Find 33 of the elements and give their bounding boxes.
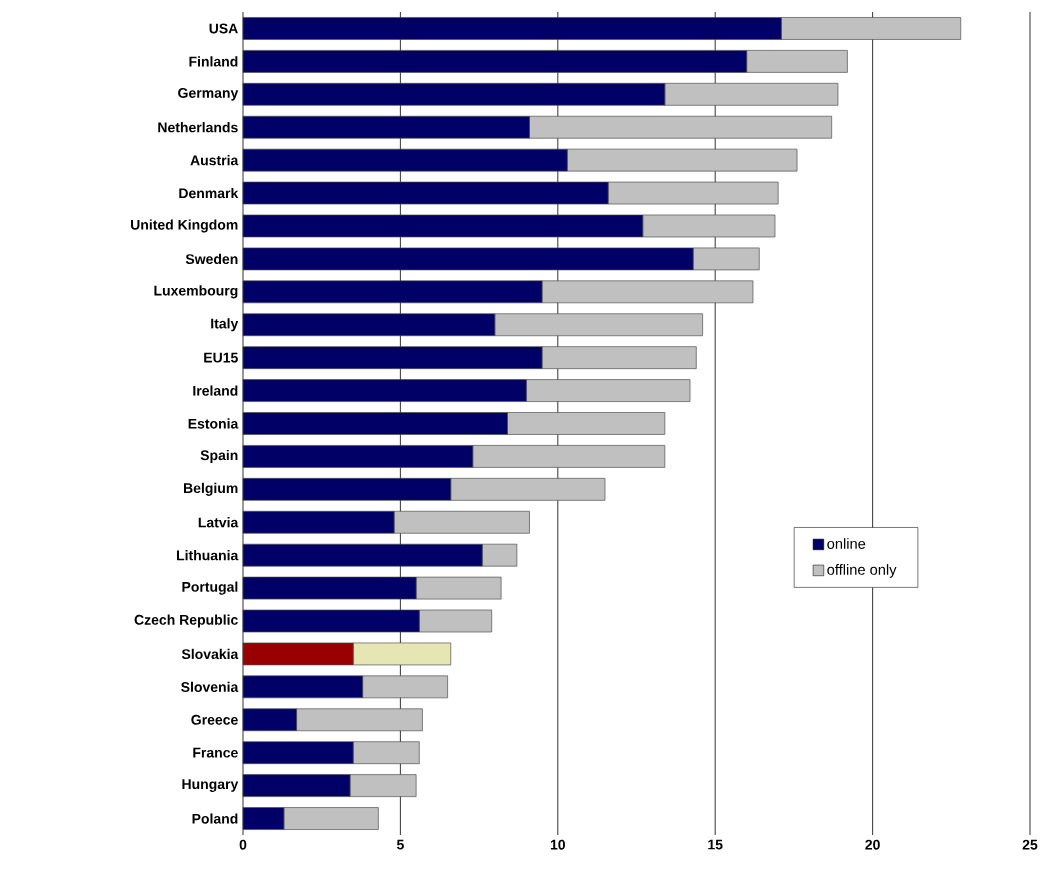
- y-tick-label: Belgium: [184, 482, 238, 496]
- y-tick-label: Latvia: [198, 517, 239, 528]
- legend-label: online: [827, 538, 866, 549]
- y-tick-label: Slovenia: [181, 681, 239, 693]
- y-tick-label: Hungary: [182, 779, 239, 792]
- x-tick-label: 20: [865, 839, 880, 850]
- y-tick-label: Luxembourg: [154, 285, 238, 299]
- y-tick-label: Lithuania: [177, 550, 239, 561]
- legend-label: offline only: [827, 564, 897, 578]
- y-tick-label: Sweden: [185, 253, 238, 265]
- x-tick-label: 0: [239, 839, 247, 850]
- y-tick-label: Spain: [200, 449, 238, 463]
- y-tick-label: Portugal: [182, 581, 238, 595]
- y-tick-label: France: [193, 747, 238, 758]
- y-tick-label: EU15: [204, 352, 238, 363]
- y-tick-label: Italy: [211, 318, 239, 332]
- y-tick-label: Slovakia: [181, 648, 239, 660]
- y-tick-label: Estonia: [188, 418, 239, 429]
- x-tick-label: 5: [396, 839, 404, 850]
- y-tick-label: Finland: [189, 56, 238, 67]
- y-tick-label: Germany: [178, 87, 239, 101]
- y-tick-label: Poland: [192, 813, 238, 824]
- y-tick-label: USA: [209, 23, 238, 34]
- y-tick-label: United Kingdom: [131, 219, 238, 233]
- y-tick-label: Netherlands: [158, 122, 238, 133]
- y-tick-label: Ireland: [193, 385, 238, 396]
- y-tick-label: Greece: [191, 714, 238, 725]
- x-tick-label: 10: [550, 839, 566, 850]
- x-tick-label: 15: [708, 839, 723, 850]
- y-tick-label: Czech Republic: [134, 614, 238, 628]
- x-tick-label: 25: [1022, 839, 1038, 850]
- y-tick-label: Austria: [190, 155, 239, 166]
- y-tick-label: Denmark: [179, 187, 239, 199]
